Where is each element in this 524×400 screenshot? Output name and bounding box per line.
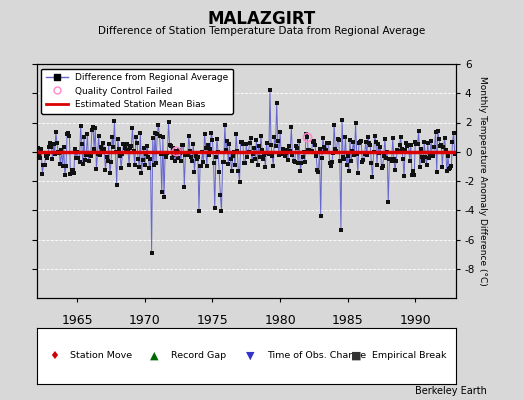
Text: ■: ■ <box>351 351 362 361</box>
Text: 1985: 1985 <box>332 314 364 327</box>
Text: Empirical Break: Empirical Break <box>372 352 446 360</box>
Text: ♦: ♦ <box>49 351 59 361</box>
Text: ▼: ▼ <box>246 351 255 361</box>
Text: 1990: 1990 <box>399 314 431 327</box>
Text: Station Move: Station Move <box>70 352 133 360</box>
Text: Time of Obs. Change: Time of Obs. Change <box>267 352 366 360</box>
Text: Berkeley Earth: Berkeley Earth <box>416 386 487 396</box>
Text: Difference of Station Temperature Data from Regional Average: Difference of Station Temperature Data f… <box>99 26 425 36</box>
Legend: Difference from Regional Average, Quality Control Failed, Estimated Station Mean: Difference from Regional Average, Qualit… <box>41 68 233 114</box>
Text: 1970: 1970 <box>129 314 161 327</box>
Text: 1980: 1980 <box>264 314 296 327</box>
Text: 1965: 1965 <box>61 314 93 327</box>
Text: 1975: 1975 <box>196 314 228 327</box>
Y-axis label: Monthly Temperature Anomaly Difference (°C): Monthly Temperature Anomaly Difference (… <box>478 76 487 286</box>
Text: Record Gap: Record Gap <box>171 352 226 360</box>
Text: MALAZGIRT: MALAZGIRT <box>208 10 316 28</box>
Text: ▲: ▲ <box>150 351 158 361</box>
